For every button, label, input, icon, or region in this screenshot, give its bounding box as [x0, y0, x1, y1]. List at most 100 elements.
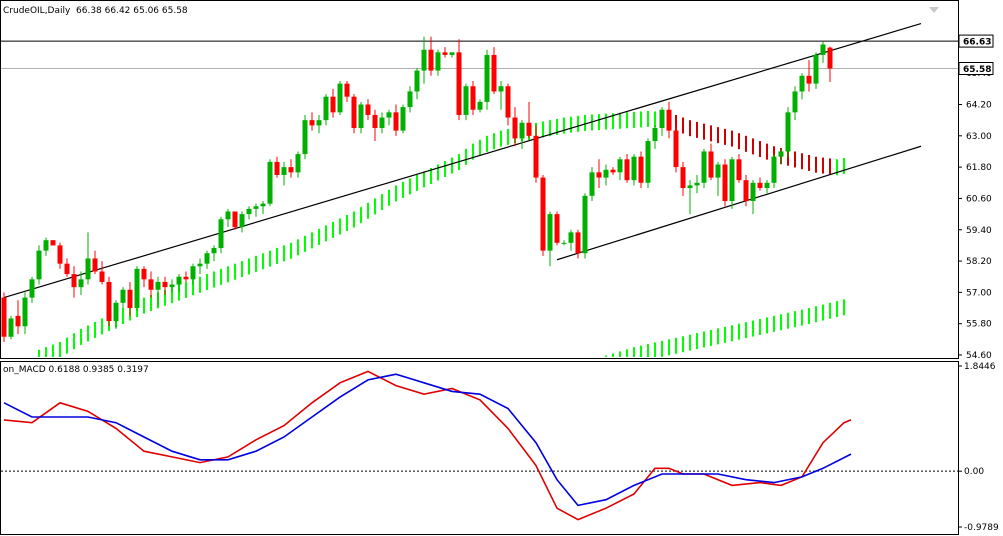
candle-body	[295, 154, 301, 173]
candle	[687, 180, 693, 215]
price-tick-label: 63.00	[966, 132, 992, 142]
candle	[414, 67, 420, 100]
candle	[659, 107, 665, 136]
candle-body	[792, 91, 798, 113]
candle-body	[757, 182, 763, 188]
candle	[456, 39, 462, 121]
candle	[477, 99, 483, 113]
candle	[351, 94, 357, 134]
candle-body	[491, 54, 497, 92]
candle-body	[232, 211, 238, 228]
candle	[701, 148, 707, 188]
candle	[631, 154, 637, 186]
candle	[610, 167, 616, 175]
candle	[337, 81, 343, 115]
candle-body	[407, 91, 413, 108]
price-plot	[1, 23, 958, 357]
candle	[596, 159, 602, 188]
candle	[575, 229, 581, 259]
macd-series-1	[3, 373, 852, 507]
candle-body	[155, 281, 161, 290]
candle	[582, 193, 588, 259]
candle	[505, 83, 511, 126]
candle	[134, 266, 140, 311]
candle	[603, 164, 609, 186]
candle-body	[624, 159, 630, 181]
candle-body	[183, 276, 189, 280]
candle-body	[330, 96, 336, 113]
candle-body	[715, 164, 721, 178]
candle-body	[267, 161, 273, 204]
candle	[666, 101, 672, 139]
candle	[785, 107, 791, 157]
candle-body	[190, 266, 196, 280]
candle	[113, 300, 119, 329]
candle	[316, 114, 322, 134]
candle	[372, 109, 378, 142]
candle-body	[470, 86, 476, 110]
candle-body	[344, 83, 350, 97]
candle	[295, 151, 301, 178]
indicator-header: on_MACD 0.6188 0.9385 0.3197	[3, 365, 149, 375]
candle-body	[211, 248, 217, 254]
candle-body	[239, 214, 245, 228]
candle-body	[785, 112, 791, 152]
candle	[533, 125, 539, 183]
candle	[365, 99, 371, 121]
candle-body	[225, 211, 231, 220]
candle	[561, 240, 567, 246]
candle-body	[813, 54, 819, 84]
candle	[680, 161, 686, 196]
candle	[743, 174, 749, 207]
candle-body	[379, 117, 385, 128]
candle-body	[603, 169, 609, 178]
candle	[694, 174, 700, 194]
candle-body	[442, 52, 448, 55]
candle	[722, 159, 728, 207]
candle	[281, 161, 287, 186]
macd-tick-label: 1.8446	[964, 362, 996, 372]
candle-body	[610, 169, 616, 173]
candle	[512, 107, 518, 147]
candle	[169, 279, 175, 293]
candle	[491, 47, 497, 95]
candle-body	[519, 122, 525, 139]
candle	[484, 49, 490, 110]
candle	[43, 237, 49, 256]
candle-body	[99, 271, 105, 282]
macd-series-0	[3, 370, 852, 521]
candle-body	[680, 167, 686, 188]
candle-body	[708, 151, 714, 178]
indicator-panel-frame	[0, 361, 959, 535]
candle	[148, 271, 154, 298]
candle	[99, 261, 105, 285]
macd-tick-label: 0.00	[964, 467, 984, 477]
price-tick-label: 54.60	[966, 351, 992, 361]
candle	[568, 229, 574, 251]
candle-body	[113, 302, 119, 322]
candle	[547, 211, 553, 267]
candle	[463, 83, 469, 121]
candle	[519, 120, 525, 149]
candle	[309, 112, 315, 131]
price-tag-label: 65.58	[963, 65, 991, 75]
candle-body	[729, 159, 735, 202]
candle	[729, 156, 735, 209]
candle-body	[638, 156, 644, 183]
candle-body	[414, 70, 420, 92]
candle	[820, 41, 826, 63]
price-tick-label: 64.20	[966, 101, 992, 111]
price-tag-label: 66.63	[963, 38, 991, 48]
candle	[239, 211, 245, 233]
candle-body	[288, 167, 294, 173]
macd-axis: 1.8446 0.00 -0.9789	[958, 362, 999, 533]
candle	[617, 156, 623, 181]
price-tick-label: 59.40	[966, 226, 992, 236]
symbol-header: CrudeOIL,Daily	[3, 6, 71, 16]
candle-body	[750, 182, 756, 202]
candle	[407, 86, 413, 113]
ohlc-header: 66.38 66.42 65.06 65.58	[76, 6, 188, 16]
candle-body	[547, 214, 553, 251]
candle-body	[218, 219, 224, 249]
candle-body	[141, 268, 147, 280]
